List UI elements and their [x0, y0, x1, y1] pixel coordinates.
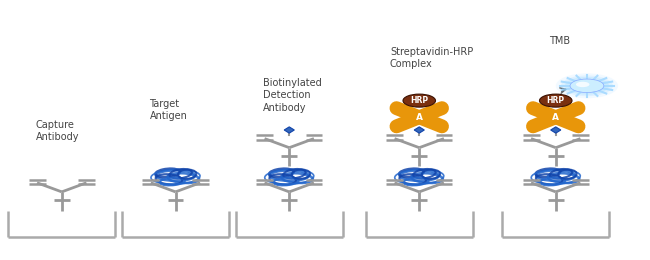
Text: A: A — [552, 113, 559, 122]
Circle shape — [561, 75, 613, 96]
Circle shape — [570, 79, 604, 93]
Text: TMB: TMB — [549, 36, 571, 46]
Text: A: A — [416, 113, 422, 122]
Circle shape — [576, 82, 590, 87]
Circle shape — [403, 94, 436, 107]
Text: Target
Antigen: Target Antigen — [150, 99, 187, 121]
Circle shape — [565, 77, 609, 95]
Text: HRP: HRP — [410, 96, 428, 105]
Circle shape — [556, 73, 618, 98]
Text: Biotinylated
Detection
Antibody: Biotinylated Detection Antibody — [263, 78, 322, 113]
Polygon shape — [414, 127, 424, 133]
Polygon shape — [551, 127, 561, 133]
Text: Capture
Antibody: Capture Antibody — [36, 120, 79, 142]
Circle shape — [540, 94, 572, 107]
Polygon shape — [284, 127, 294, 133]
Text: HRP: HRP — [547, 96, 565, 105]
Text: Streptavidin-HRP
Complex: Streptavidin-HRP Complex — [390, 47, 473, 69]
